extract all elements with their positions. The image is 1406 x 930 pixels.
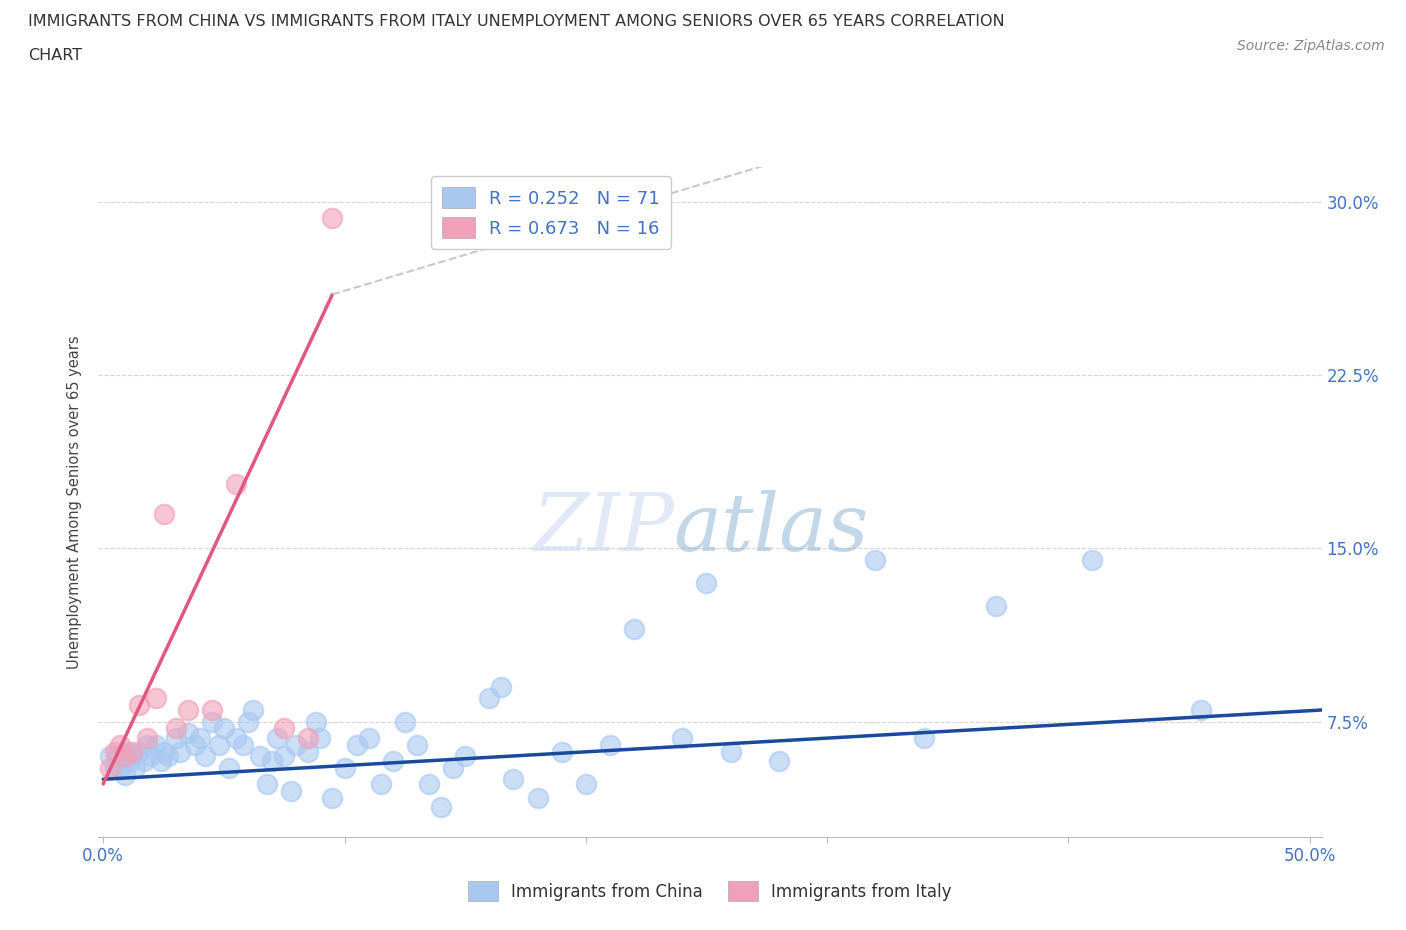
Point: [297, 730, 319, 745]
Point: [273, 749, 295, 764]
Point: [526, 790, 548, 805]
Point: [128, 744, 150, 759]
Point: [242, 702, 264, 717]
Point: [550, 744, 572, 759]
Point: [346, 737, 368, 752]
Point: [309, 730, 332, 745]
Point: [145, 737, 167, 752]
Point: [394, 714, 416, 729]
Point: [169, 744, 191, 759]
Point: [165, 730, 187, 745]
Point: [370, 777, 392, 791]
Point: [201, 702, 224, 717]
Point: [100, 761, 122, 776]
Point: [150, 753, 173, 768]
Legend: Immigrants from China, Immigrants from Italy: Immigrants from China, Immigrants from I…: [460, 873, 960, 909]
Text: Source: ZipAtlas.com: Source: ZipAtlas.com: [1237, 39, 1385, 53]
Point: [135, 730, 157, 745]
Point: [575, 777, 598, 791]
Point: [321, 211, 343, 226]
Point: [304, 714, 326, 729]
Text: ZIP: ZIP: [531, 490, 673, 567]
Point: [357, 730, 380, 745]
Point: [280, 783, 302, 798]
Point: [111, 753, 134, 768]
Point: [135, 737, 157, 752]
Point: [478, 691, 501, 706]
Point: [107, 749, 129, 764]
Point: [114, 767, 136, 782]
Point: [418, 777, 440, 791]
Point: [108, 761, 131, 776]
Point: [165, 721, 187, 736]
Point: [671, 730, 693, 745]
Point: [157, 749, 180, 764]
Point: [194, 749, 217, 764]
Point: [695, 576, 717, 591]
Point: [225, 730, 247, 745]
Point: [285, 737, 308, 752]
Point: [623, 622, 645, 637]
Point: [502, 772, 524, 787]
Point: [912, 730, 935, 745]
Point: [121, 749, 143, 764]
Point: [201, 714, 224, 729]
Point: [321, 790, 343, 805]
Point: [117, 744, 139, 759]
Point: [454, 749, 477, 764]
Point: [176, 702, 198, 717]
Point: [225, 476, 247, 491]
Point: [134, 753, 156, 768]
Text: atlas: atlas: [673, 490, 869, 567]
Point: [768, 753, 790, 768]
Point: [491, 680, 513, 695]
Point: [145, 691, 167, 706]
Point: [212, 721, 235, 736]
Point: [104, 744, 127, 759]
Point: [1189, 702, 1212, 717]
Point: [333, 761, 356, 776]
Point: [865, 552, 887, 567]
Y-axis label: Unemployment Among Seniors over 65 years: Unemployment Among Seniors over 65 years: [67, 336, 83, 669]
Point: [720, 744, 742, 759]
Point: [273, 721, 295, 736]
Point: [381, 753, 404, 768]
Point: [100, 749, 122, 764]
Point: [104, 761, 127, 776]
Point: [232, 737, 254, 752]
Point: [208, 737, 231, 752]
Point: [406, 737, 429, 752]
Point: [256, 777, 278, 791]
Point: [128, 698, 150, 712]
Point: [430, 800, 453, 815]
Point: [266, 730, 288, 745]
Point: [121, 744, 143, 759]
Point: [984, 599, 1007, 614]
Point: [599, 737, 621, 752]
Point: [188, 730, 211, 745]
Point: [441, 761, 464, 776]
Point: [297, 744, 319, 759]
Point: [152, 506, 174, 521]
Point: [249, 749, 271, 764]
Point: [1081, 552, 1104, 567]
Point: [218, 761, 240, 776]
Point: [124, 761, 146, 776]
Point: [262, 753, 284, 768]
Point: [236, 714, 259, 729]
Point: [108, 737, 131, 752]
Point: [118, 753, 141, 768]
Text: IMMIGRANTS FROM CHINA VS IMMIGRANTS FROM ITALY UNEMPLOYMENT AMONG SENIORS OVER 6: IMMIGRANTS FROM CHINA VS IMMIGRANTS FROM…: [28, 14, 1005, 29]
Point: [184, 737, 207, 752]
Point: [114, 749, 136, 764]
Text: CHART: CHART: [28, 48, 82, 63]
Point: [176, 725, 198, 740]
Point: [141, 749, 163, 764]
Point: [152, 744, 174, 759]
